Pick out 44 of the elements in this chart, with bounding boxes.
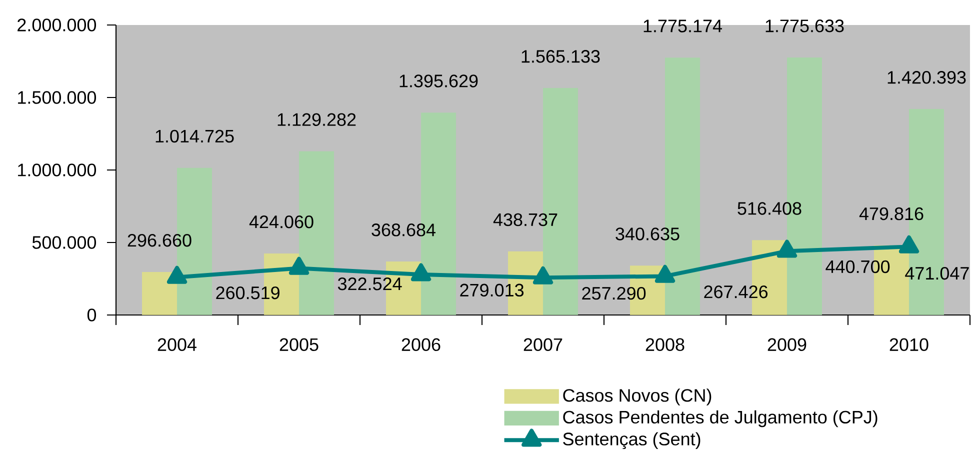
x-tick-label: 2006 (402, 338, 440, 351)
point (166, 266, 188, 284)
data-label: 257.290 (582, 286, 646, 300)
data-label: 440.700 (826, 260, 890, 274)
data-label: 267.426 (704, 285, 768, 298)
legend-label: Casos Novos (CN) (563, 388, 712, 406)
y-tick-label: 2.000.000 (18, 18, 96, 32)
data-label: 1.395.629 (400, 74, 478, 88)
y-tick-label: 500.000 (32, 236, 96, 249)
bar (142, 272, 178, 315)
data-label: 279.013 (460, 284, 524, 297)
x-tick-label: 2008 (646, 338, 684, 351)
data-label: 340.635 (616, 228, 680, 240)
legend-label: Casos Pendentes de Julgamento (CPJ) (563, 410, 878, 428)
data-label: 1.014.725 (156, 130, 234, 143)
legend-label: Sentenças (Sent) (563, 432, 700, 450)
y-tick-label: 1.500.000 (18, 91, 96, 104)
data-label: 1.775.633 (766, 20, 844, 32)
x-tick-label: 2007 (524, 338, 562, 351)
data-label: 438.737 (493, 213, 558, 226)
data-label: 424.060 (249, 215, 314, 228)
point (410, 263, 432, 282)
data-label: 322.524 (338, 277, 402, 290)
data-label: 1.129.282 (278, 113, 356, 126)
data-label: 368.684 (372, 224, 436, 236)
x-tick-label: 2004 (158, 338, 196, 351)
data-label: 260.519 (216, 286, 280, 300)
x-tick-label: 2005 (280, 338, 318, 351)
point (288, 256, 310, 275)
y-tick-label: 1.000.000 (18, 164, 96, 176)
point (654, 264, 676, 283)
y-tick-label: 0 (87, 308, 96, 322)
x-tick-label: 2009 (768, 338, 806, 351)
data-label: 471.047 (905, 266, 969, 280)
point (532, 266, 554, 284)
data-label: 516.408 (738, 202, 802, 215)
point (776, 240, 798, 258)
data-label: 296.660 (128, 234, 192, 247)
point (898, 235, 920, 254)
data-label: 1.565.133 (522, 50, 600, 63)
x-tick-label: 2010 (890, 338, 928, 351)
data-label: 1.775.174 (644, 20, 722, 32)
data-label: 479.816 (859, 207, 924, 220)
data-label: 1.420.393 (888, 71, 966, 84)
